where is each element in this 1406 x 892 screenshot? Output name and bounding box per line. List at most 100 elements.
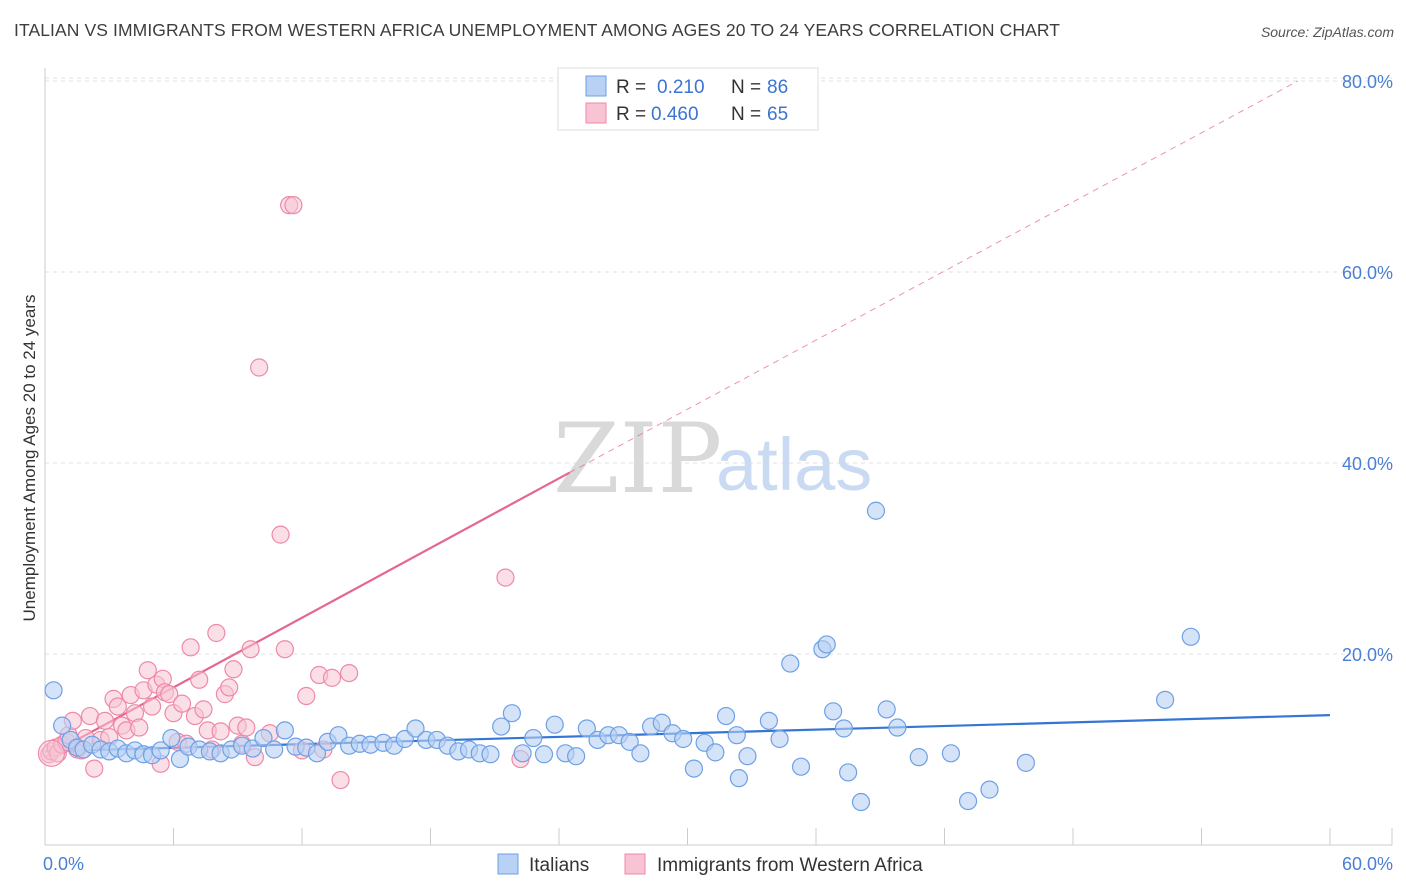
point-italians <box>958 791 978 811</box>
point-italians <box>534 745 554 764</box>
point-western-africa <box>130 718 149 737</box>
y-tick-label: 60.0% <box>1342 263 1393 283</box>
watermark-zip: ZIP <box>553 403 722 515</box>
point-italians <box>727 726 746 745</box>
point-italians <box>492 717 511 736</box>
bottom-legend-italians: Italians <box>529 855 589 876</box>
legend-swatch-italians <box>585 75 607 97</box>
point-italians <box>275 721 294 740</box>
y-tick-label: 80.0% <box>1342 72 1393 92</box>
point-italians <box>684 759 704 778</box>
point-italians <box>162 728 181 748</box>
legend-r-value-1: 0.210 <box>657 77 705 98</box>
source-label: Source: ZipAtlas.com <box>1260 24 1394 40</box>
point-italians <box>791 757 811 776</box>
point-italians <box>1155 690 1175 709</box>
y-tick-label: 20.0% <box>1342 645 1393 665</box>
points-italians <box>44 501 1200 812</box>
point-italians <box>53 716 72 735</box>
point-western-africa <box>496 568 515 587</box>
point-italians <box>706 743 725 762</box>
point-western-africa <box>220 678 239 697</box>
axes <box>44 68 1393 846</box>
legend-n-label-1: N = <box>731 77 761 98</box>
chart-title: ITALIAN VS IMMIGRANTS FROM WESTERN AFRIC… <box>14 20 1061 40</box>
point-western-africa <box>108 697 127 716</box>
y-tick-label: 40.0% <box>1342 454 1393 474</box>
point-western-africa <box>138 661 157 680</box>
point-western-africa <box>181 638 200 657</box>
point-italians <box>851 792 871 812</box>
point-italians <box>631 744 650 763</box>
point-western-africa <box>85 759 104 778</box>
point-western-africa <box>340 663 359 683</box>
point-italians <box>941 744 961 763</box>
watermark-atlas: atlas <box>716 423 872 506</box>
point-western-africa <box>284 196 303 215</box>
point-western-africa <box>275 640 294 659</box>
point-italians <box>44 681 63 700</box>
point-italians <box>888 718 907 737</box>
grid-lines <box>45 77 1392 655</box>
point-western-africa <box>237 718 256 737</box>
point-italians <box>524 728 543 748</box>
point-italians <box>781 654 800 673</box>
point-western-africa <box>190 670 209 689</box>
point-western-africa <box>142 697 162 716</box>
point-italians <box>759 711 778 730</box>
point-italians <box>406 719 425 738</box>
point-western-africa <box>271 525 290 544</box>
legend-n-label-2: N = <box>731 104 761 125</box>
x-tick-label: 0.0% <box>43 854 84 874</box>
point-western-africa <box>37 739 66 767</box>
legend-r-label-2: R = <box>616 104 646 125</box>
point-italians <box>1016 753 1035 772</box>
legend-n-value-2: 65 <box>767 104 788 125</box>
point-western-africa <box>160 685 179 704</box>
point-italians <box>481 745 500 764</box>
point-western-africa <box>172 694 192 713</box>
point-western-africa <box>241 640 260 659</box>
point-italians <box>716 706 736 726</box>
bottom-legend-swatch-italians <box>497 853 519 875</box>
point-italians <box>824 702 843 721</box>
legend-n-value-1: 86 <box>767 77 788 98</box>
point-italians <box>567 747 586 766</box>
point-italians <box>151 741 170 760</box>
legend-box: R = 0.210 N = 86 R = 0.460 N = 65 <box>557 67 819 131</box>
point-western-africa <box>80 706 100 726</box>
point-western-africa <box>297 686 316 706</box>
point-western-africa <box>207 623 226 643</box>
bottom-legend-swatch-western-africa <box>624 853 646 875</box>
point-italians <box>170 749 190 769</box>
bottom-legend: Italians Immigrants from Western Africa <box>497 853 923 876</box>
trend-line-western-africa-projection <box>569 80 1299 473</box>
y-tick-labels: 20.0% 40.0% 60.0% 80.0% <box>1342 72 1393 665</box>
point-italians <box>674 729 693 749</box>
point-italians <box>834 719 853 738</box>
point-italians <box>817 635 836 654</box>
point-western-africa <box>331 770 350 790</box>
point-western-africa <box>250 358 269 377</box>
point-italians <box>620 732 639 751</box>
point-italians <box>513 744 532 763</box>
legend-r-value-2: 0.460 <box>651 104 699 125</box>
bottom-legend-western-africa: Immigrants from Western Africa <box>657 855 923 876</box>
x-tick-labels: 0.0% 60.0% <box>43 854 1393 874</box>
point-italians <box>577 719 596 738</box>
point-italians <box>545 715 564 734</box>
point-italians <box>307 744 327 763</box>
points-western-africa <box>37 196 530 790</box>
point-western-africa <box>194 700 213 719</box>
point-italians <box>866 501 886 520</box>
point-italians <box>770 729 789 749</box>
y-axis-label: Unemployment Among Ages 20 to 24 years <box>20 295 39 622</box>
point-italians <box>729 769 749 788</box>
point-western-africa <box>95 711 115 730</box>
point-italians <box>909 748 928 767</box>
legend-r-label-1: R = <box>616 77 646 98</box>
legend-swatch-western-africa <box>585 102 607 124</box>
point-western-africa <box>224 660 243 679</box>
point-italians <box>980 780 999 799</box>
